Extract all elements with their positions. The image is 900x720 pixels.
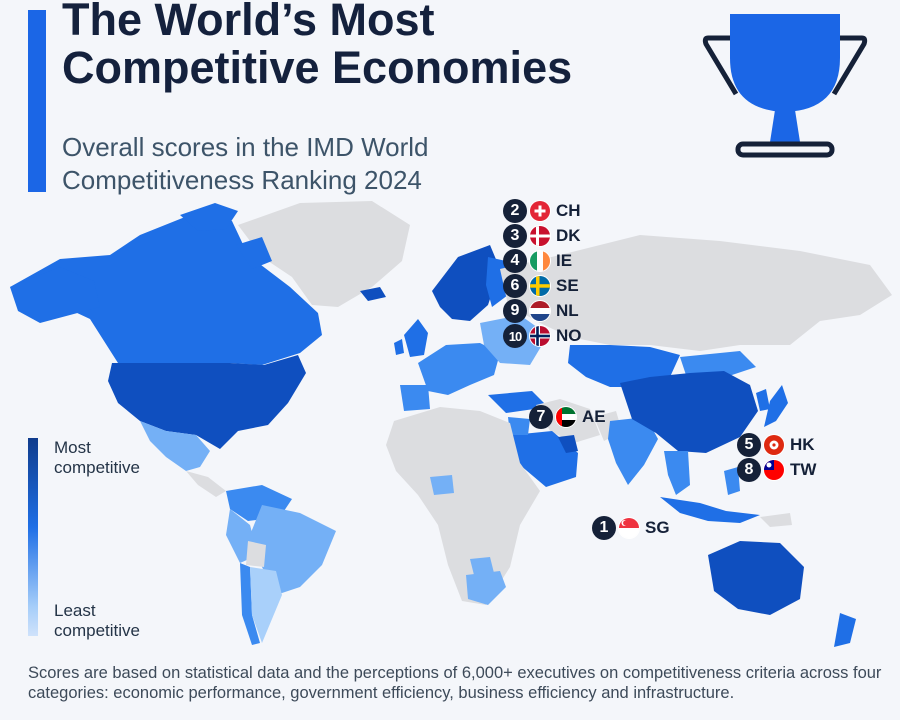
scandinavia [432,245,500,321]
rank-label-tw: 8 TW [737,458,816,482]
world-map [10,201,892,647]
rank-number: 9 [503,299,527,323]
iceland [360,287,386,301]
saudi-arabia [512,431,578,487]
mexico [140,421,210,471]
mongolia [680,351,756,379]
iberia [400,385,430,411]
rank-label-hk: 5 HK [737,433,815,457]
central-america [186,471,226,497]
switzerland-flag-icon [529,200,551,222]
rank-label-ie: 4 IE [503,249,572,273]
country-code: HK [790,435,815,454]
title-line-1: The World’s Most [62,0,435,45]
png [760,513,792,527]
uae-flag-icon [555,406,577,428]
australia [708,541,804,615]
rank-label-ae: 7 AE [529,405,606,429]
footnote: Scores are based on statistical data and… [28,664,882,702]
russia [500,235,892,351]
new-zealand [834,613,856,647]
kenya [430,475,454,495]
alaska [10,267,100,323]
subtitle-line-1: Overall scores in the IMD World [62,132,429,162]
rank-number: 4 [503,249,527,273]
rank-number: 2 [503,199,527,223]
rank-number: 3 [503,224,527,248]
legend-most-label: Most competitive [54,438,140,477]
rank-label-no: 10 NO [503,324,582,348]
greenland [238,201,410,307]
rank-number: 6 [503,274,527,298]
rank-number: 5 [737,433,761,457]
taiwan-flag-icon [763,459,785,481]
legend-gradient-bar [28,438,38,636]
africa [386,407,540,605]
rank-label-nl: 9 NL [503,299,579,323]
singapore-flag-icon [618,517,640,539]
south-africa [466,571,506,605]
subtitle-line-2: Competitiveness Ranking 2024 [62,165,422,195]
rank-label-dk: 3 DK [503,224,581,248]
argentina [250,567,282,643]
rank-number: 10 [503,324,527,348]
page-subtitle: Overall scores in the IMD World Competit… [62,131,622,197]
botswana [470,557,494,575]
trophy-icon [702,14,868,158]
accent-bar [28,10,46,192]
india [608,417,658,485]
sweden-flag-icon [529,275,551,297]
country-code: TW [790,460,817,479]
chile [240,563,260,645]
norway-flag-icon [529,325,551,347]
hong-kong-flag-icon [763,434,785,456]
title-line-2: Competitive Economies [62,42,573,93]
indonesia [660,497,760,523]
jordan-kuwait [508,417,530,435]
uae [558,435,578,453]
country-code: AE [582,407,606,426]
country-code: SE [556,276,579,295]
country-code: DK [556,226,581,245]
kazakhstan [568,345,680,387]
uk-ireland [394,319,428,357]
korea-japan [756,385,788,427]
rank-number: 8 [737,458,761,482]
canada-islands [180,203,272,269]
country-code: NL [556,301,579,320]
country-code: IE [556,251,573,270]
rank-label-ch: 2 CH [503,199,581,223]
denmark-flag-icon [529,225,551,247]
rank-label-se: 6 SE [503,274,579,298]
country-code: NO [556,326,582,345]
thailand-region [664,451,690,495]
rank-number: 1 [592,516,616,540]
philippines [724,467,740,495]
western-europe [418,343,500,395]
china [620,371,758,453]
rank-number: 7 [529,405,553,429]
bolivia [246,541,266,567]
page-title: The World’s Most Competitive Economies [62,0,702,92]
netherlands-flag-icon [529,300,551,322]
usa [108,355,306,449]
ireland-flag-icon [529,250,551,272]
rank-label-sg: 1 SG [592,516,670,540]
country-code: CH [556,201,581,220]
legend-least-label: Least competitive [54,601,140,640]
country-code: SG [645,518,670,537]
